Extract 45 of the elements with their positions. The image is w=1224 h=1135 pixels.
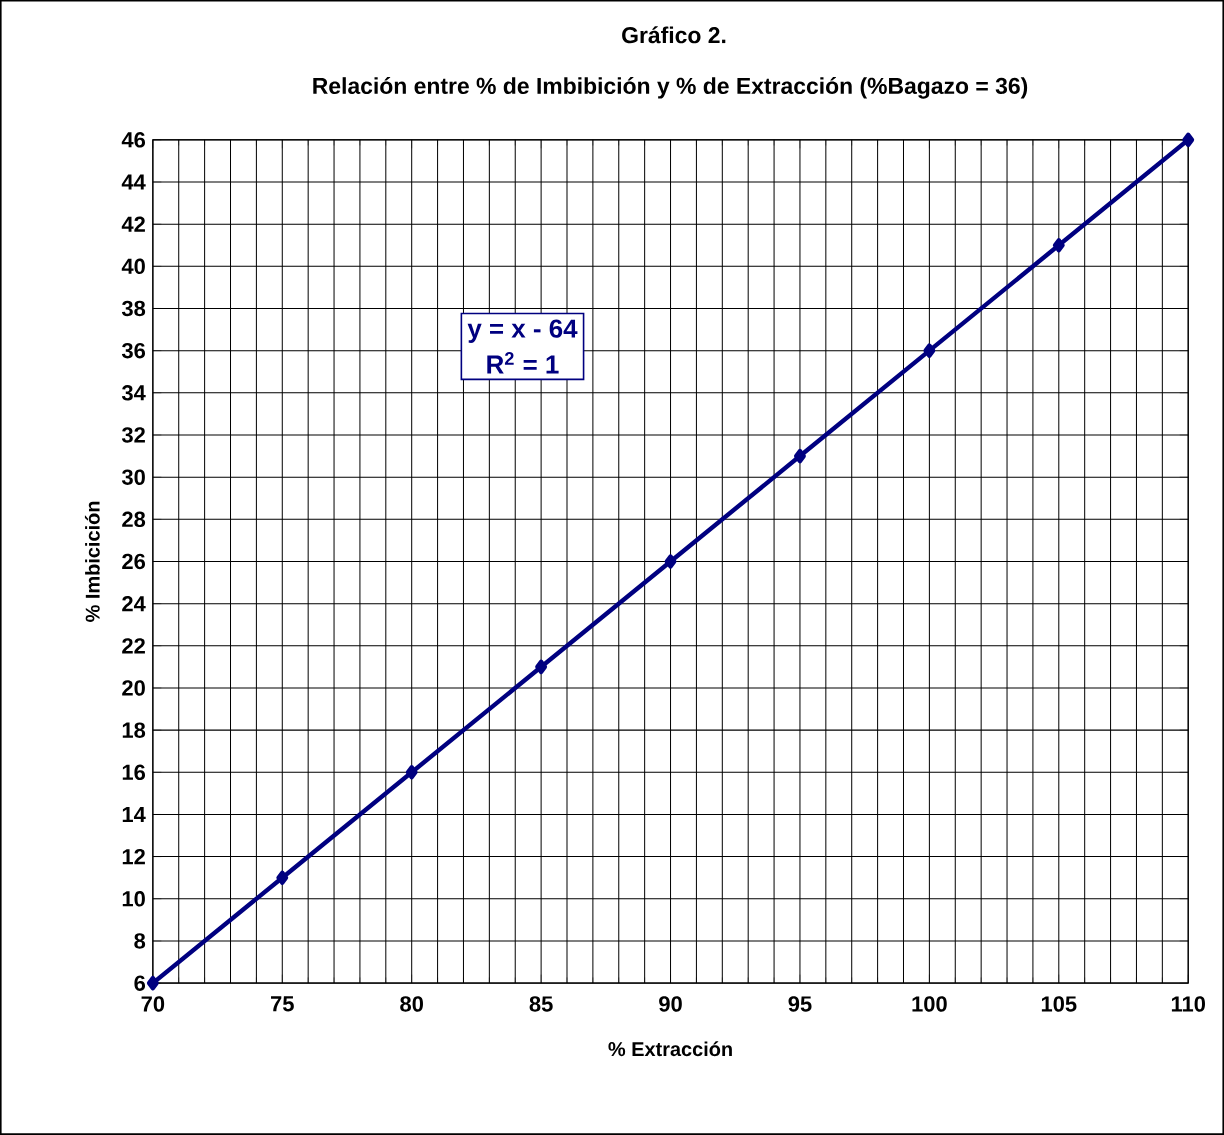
x-tick-label: 80 [400, 996, 423, 1012]
point [794, 448, 806, 464]
chart-subtitle: Relación entre % de Imbibición y % de Extracción (%Bagazo = 36) [313, 76, 1028, 99]
y-axis-title: % Imbicición [84, 501, 100, 622]
y-tick-label: 42 [121, 216, 145, 232]
y-tick-label: 32 [121, 427, 145, 443]
y-tick-label: 20 [122, 680, 145, 696]
point [1052, 238, 1065, 253]
point [276, 870, 289, 885]
y-tick-label: 24 [122, 596, 146, 612]
y-tick-label: 18 [122, 722, 146, 738]
x-tick-label: 90 [659, 996, 682, 1012]
y-tick-label: 8 [134, 933, 146, 949]
y-tick-label: 12 [122, 849, 145, 865]
x-tick-label: 85 [529, 996, 553, 1012]
y-tick-label: 36 [121, 342, 146, 359]
point [1182, 132, 1195, 148]
annotation: R$^{2}$ = 1 [487, 352, 559, 374]
y-tick-label: 22 [122, 638, 145, 654]
x-tick-label: 110 [1171, 996, 1205, 1012]
x-tick-label: 75 [271, 996, 294, 1012]
y-tick-label: 14 [122, 806, 146, 823]
x-tick-label: 95 [788, 996, 812, 1012]
y-tick-label: 34 [121, 385, 146, 401]
y-tick-label: 46 [121, 132, 146, 148]
y-tick-label: 28 [122, 511, 146, 528]
y-tick-label: 38 [121, 300, 146, 317]
x-tick-label: 100 [912, 996, 947, 1012]
point [923, 343, 936, 358]
y-tick-label: 16 [122, 764, 146, 781]
chart-title: Gráfico 2. [622, 26, 726, 44]
y-tick-label: 44 [121, 174, 146, 190]
x-tick-label: 105 [1041, 996, 1077, 1012]
annotation: y = x - 64 [467, 319, 578, 343]
point [664, 554, 677, 569]
y-tick-label: 30 [121, 469, 145, 485]
y-tick-label: 40 [121, 258, 145, 275]
y-tick-label: 26 [122, 553, 146, 570]
y-tick-label: 6 [134, 975, 146, 991]
point [405, 765, 418, 780]
x-axis-title: % Extracción [608, 1041, 732, 1057]
x-tick-label: 70 [141, 996, 165, 1012]
y-tick-label: 10 [122, 891, 145, 907]
point [535, 659, 548, 675]
point [146, 975, 159, 991]
